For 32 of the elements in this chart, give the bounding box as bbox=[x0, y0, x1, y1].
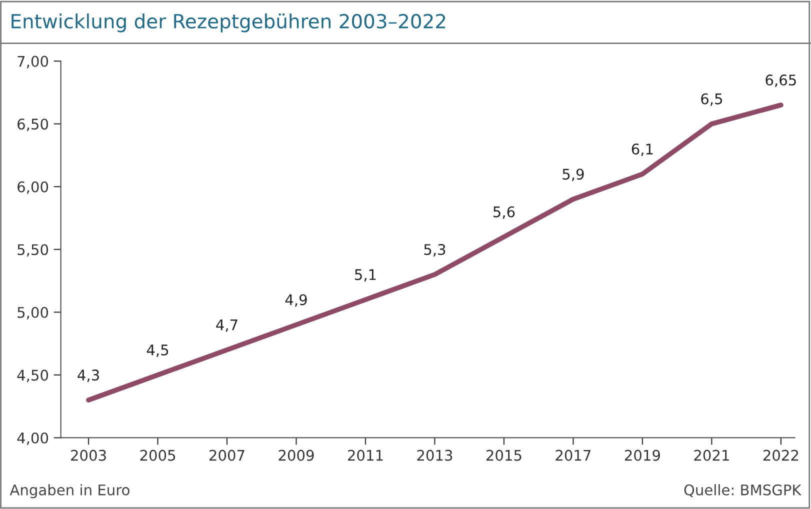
chart-title: Entwicklung der Rezeptgebühren 2003–2022 bbox=[12, 13, 446, 32]
data-label: 6,5 bbox=[701, 93, 722, 106]
x-tick-label: 2007 bbox=[210, 450, 244, 461]
x-tick-label: 2021 bbox=[694, 450, 729, 461]
y-tick-label: 5,50 bbox=[18, 244, 48, 257]
x-tick-label: 2003 bbox=[71, 450, 106, 461]
x-tick-label: 2013 bbox=[417, 450, 452, 461]
data-label: 5,6 bbox=[493, 206, 515, 219]
x-tick-label: 2011 bbox=[348, 450, 383, 461]
data-label: 4,5 bbox=[146, 344, 168, 357]
data-label: 4,7 bbox=[216, 320, 238, 332]
x-tick-label: 2019 bbox=[624, 450, 660, 461]
data-label: 5,9 bbox=[562, 168, 584, 182]
y-tick-label: 4,50 bbox=[17, 370, 48, 382]
y-tick-label: 6,00 bbox=[18, 181, 48, 194]
x-tick-label: 2005 bbox=[140, 450, 176, 461]
source-note: Quelle: BMSGPK bbox=[684, 484, 802, 498]
x-tick-label: 2022 bbox=[763, 450, 798, 461]
text: Angaben in Euro bbox=[10, 484, 130, 498]
data-label: 4,3 bbox=[78, 370, 99, 382]
y-tick-label: 4,00 bbox=[17, 432, 48, 445]
y-tick-label: 7,00 bbox=[18, 56, 48, 68]
x-tick-label: 2009 bbox=[278, 450, 314, 461]
data-label: 6,65 bbox=[766, 74, 796, 88]
data-label: 4,9 bbox=[285, 294, 307, 307]
x-tick-label: 2017 bbox=[556, 450, 591, 461]
data-label: 6,1 bbox=[632, 144, 653, 156]
data-label: 5,3 bbox=[424, 244, 446, 257]
data-label: 5,1 bbox=[355, 269, 376, 282]
x-tick-label: 2015 bbox=[486, 450, 522, 461]
y-tick-label: 6,50 bbox=[18, 118, 48, 132]
y-tick-label: 5,00 bbox=[18, 306, 48, 320]
